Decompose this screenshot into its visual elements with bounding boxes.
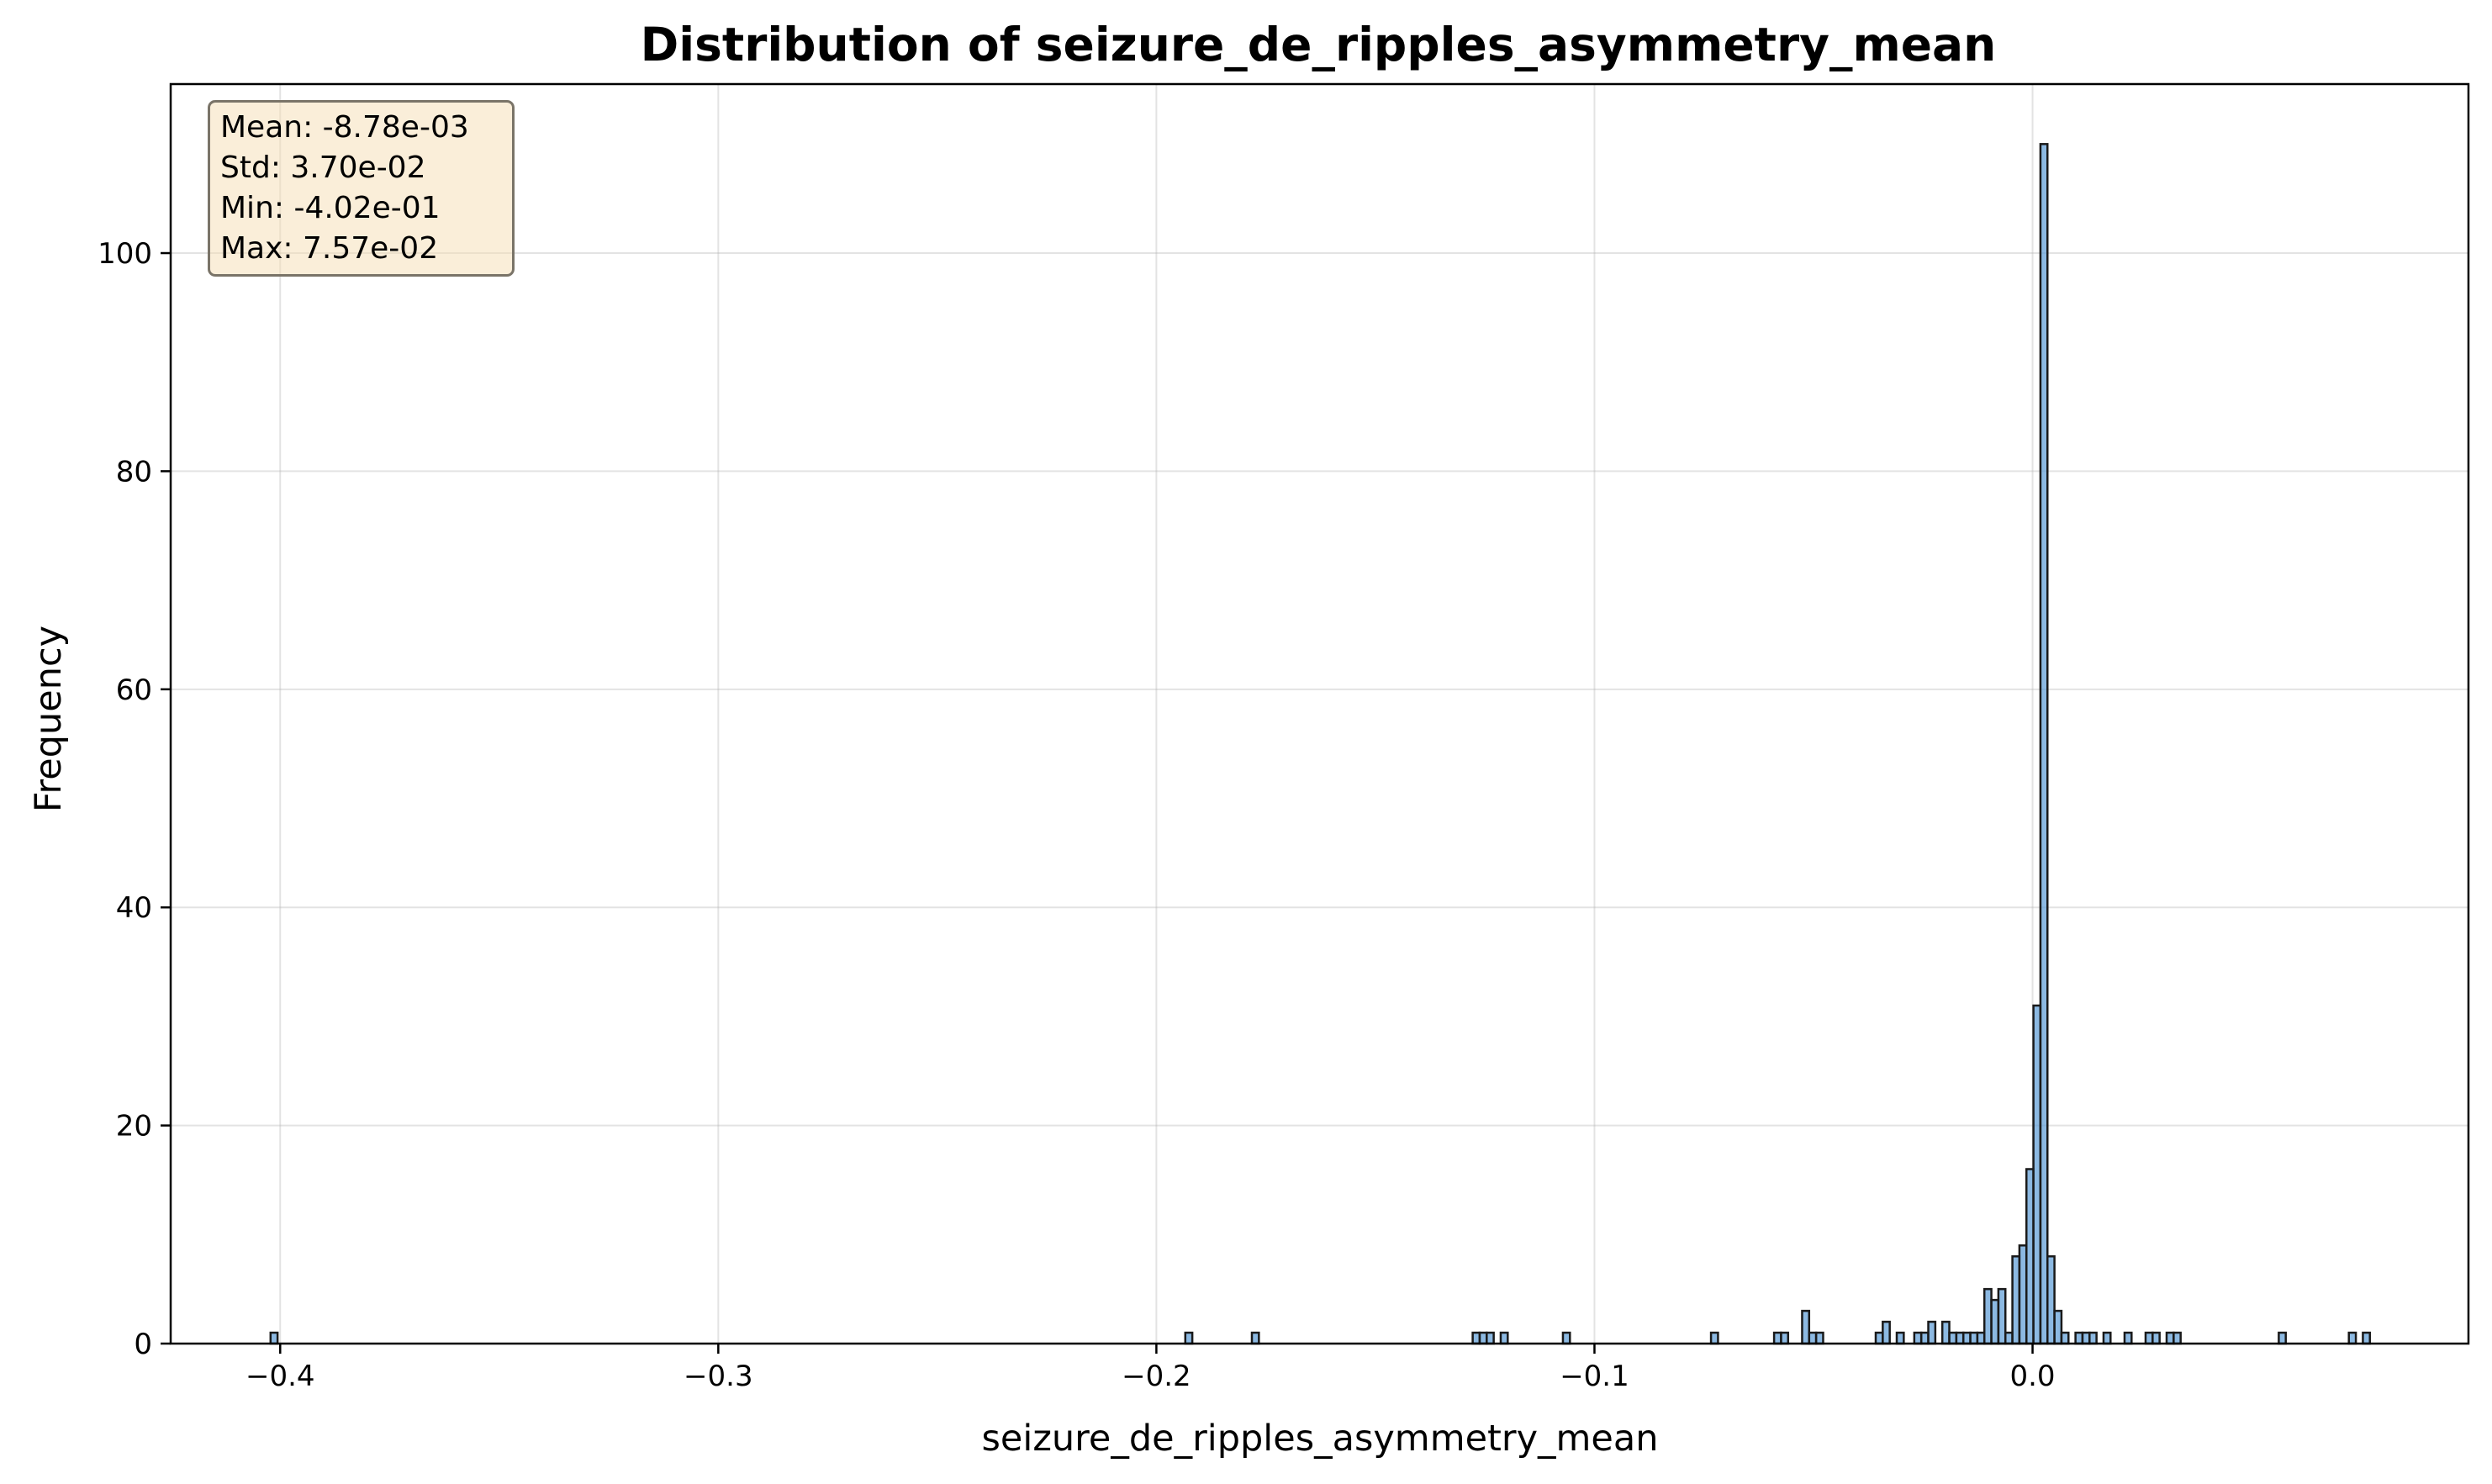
chart-title: Distribution of seizure_de_ripples_asymm…: [641, 18, 1997, 71]
histogram-bar: [2081, 1331, 2091, 1345]
histogram-bar: [2102, 1331, 2112, 1345]
histogram-bar: [2004, 1331, 2014, 1345]
histogram-bar: [1919, 1331, 1930, 1345]
histogram-bar: [1499, 1331, 1509, 1345]
histogram-bar: [1808, 1331, 1818, 1345]
histogram-bar: [2088, 1331, 2098, 1345]
x-tick-label: −0.1: [1560, 1360, 1629, 1393]
x-tick-label: 0.0: [2009, 1360, 2055, 1393]
histogram-bar: [1895, 1331, 1905, 1345]
histogram-bar: [2025, 1168, 2035, 1345]
grid-lines: [171, 84, 2468, 1344]
histogram-bar: [1709, 1331, 1719, 1345]
histogram-bar: [1801, 1309, 1811, 1345]
histogram-bar: [1983, 1287, 1993, 1345]
histogram-bar: [1948, 1331, 1958, 1345]
histogram-bar: [1184, 1331, 1194, 1345]
histogram-bar: [2046, 1254, 2056, 1345]
x-tick-label: −0.2: [1122, 1360, 1191, 1393]
histogram-bar: [2278, 1331, 2287, 1345]
histogram-bar: [1772, 1331, 1782, 1345]
histogram-bars: [269, 143, 2372, 1345]
histogram-bar: [2151, 1331, 2161, 1345]
histogram-bar: [2039, 143, 2049, 1345]
histogram-bar: [1940, 1320, 1951, 1345]
stats-mean: Mean: -8.78e-03: [220, 110, 469, 145]
histogram-bar: [269, 1331, 279, 1345]
histogram-bar: [1955, 1331, 1965, 1345]
histogram-bar: [1927, 1320, 1937, 1345]
y-tick-label: 60: [116, 673, 152, 707]
histogram-bar: [2060, 1331, 2070, 1345]
histogram-bar: [2053, 1309, 2063, 1345]
histogram-bar: [1913, 1331, 1923, 1345]
histogram-bar: [1882, 1320, 1891, 1345]
histogram-bar: [1471, 1331, 1481, 1345]
histogram-bar: [1486, 1331, 1495, 1345]
histogram-bar: [1969, 1331, 1979, 1345]
stats-min: Min: -4.02e-01: [220, 191, 441, 225]
histogram-bar: [1780, 1331, 1790, 1345]
y-axis-ticks: 0 20 40 60 80 100: [98, 237, 171, 1361]
histogram-bar: [2165, 1331, 2175, 1345]
histogram-bar: [2123, 1331, 2133, 1345]
histogram-bar: [2018, 1244, 2028, 1345]
x-axis-ticks: −0.4 −0.3 −0.2 −0.1 0.0: [246, 1344, 2056, 1393]
stats-std: Std: 3.70e-02: [220, 151, 426, 185]
stats-annotation-box: Mean: -8.78e-03 Std: 3.70e-02 Min: -4.02…: [208, 100, 515, 277]
histogram-bar: [1814, 1331, 1824, 1345]
histogram-bar: [2074, 1331, 2084, 1345]
histogram-bar: [1874, 1331, 1884, 1345]
histogram-bar: [1250, 1331, 1260, 1345]
histogram-bar: [2032, 1004, 2042, 1345]
y-tick-label: 40: [116, 891, 152, 925]
histogram-bar: [1561, 1331, 1571, 1345]
y-tick-label: 20: [116, 1110, 152, 1143]
x-tick-label: −0.3: [684, 1360, 753, 1393]
y-tick-label: 100: [98, 237, 152, 271]
histogram-bar: [1990, 1298, 2000, 1345]
histogram-bar: [1997, 1287, 2007, 1345]
y-tick-label: 0: [134, 1328, 152, 1361]
x-axis-label: seizure_de_ripples_asymmetry_mean: [982, 1418, 1659, 1460]
histogram-bar: [2362, 1331, 2372, 1345]
histogram-bar: [2347, 1331, 2357, 1345]
histogram-bar: [1961, 1331, 1972, 1345]
plot-area-frame: [169, 82, 2470, 1345]
stats-max: Max: 7.57e-02: [220, 231, 439, 266]
y-axis-label: Frequency: [28, 626, 70, 812]
histogram-bar: [1478, 1331, 1488, 1345]
histogram-bar: [2011, 1254, 2021, 1345]
histogram-bar: [2144, 1331, 2154, 1345]
histogram-bar: [2173, 1331, 2182, 1345]
histogram-bar: [1976, 1331, 1986, 1345]
y-tick-label: 80: [116, 455, 152, 489]
x-tick-label: −0.4: [246, 1360, 315, 1393]
